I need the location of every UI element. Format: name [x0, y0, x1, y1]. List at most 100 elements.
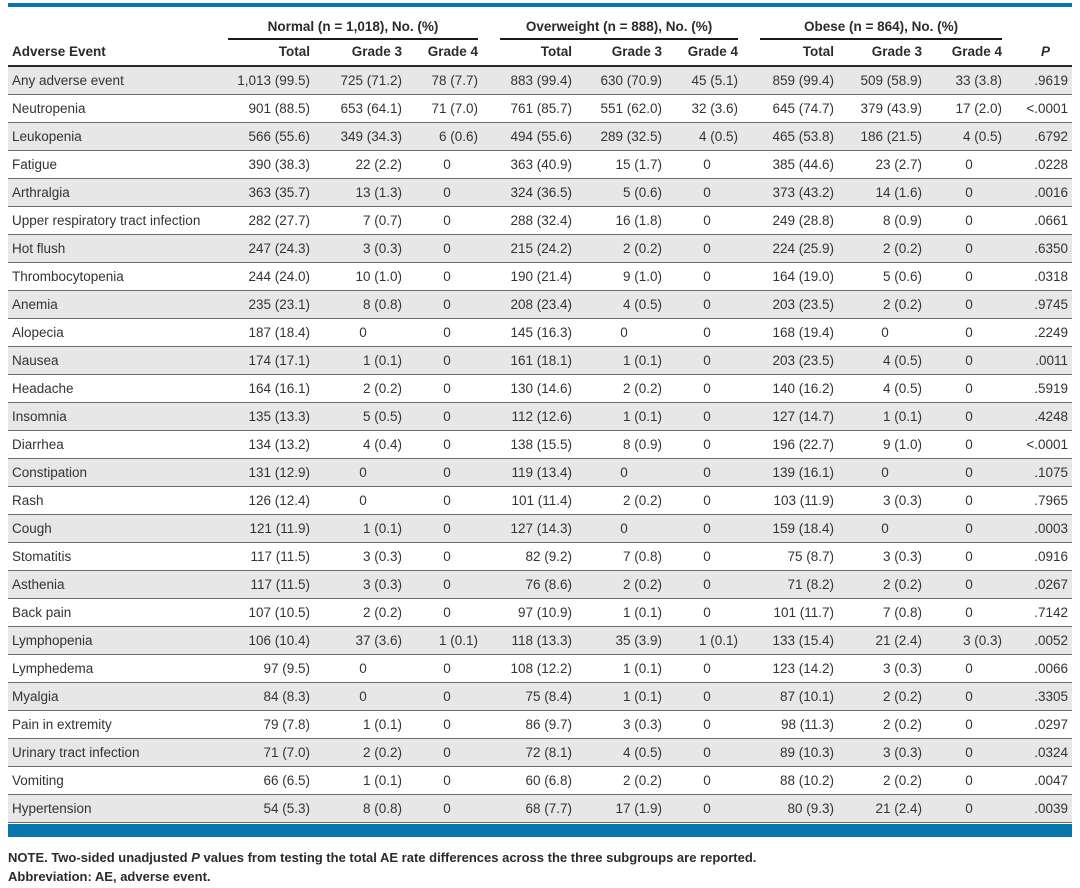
value-cell: 168 (19.4) — [752, 318, 849, 347]
column-header-overweight-grade3: Grade 3 — [586, 40, 677, 67]
value-cell: 10 (1.0) — [324, 262, 416, 291]
event-name: Pain in extremity — [8, 710, 220, 739]
event-name: Nausea — [8, 346, 220, 375]
value-cell: 76 (8.6) — [492, 570, 587, 599]
value-cell: 9 (1.0) — [586, 262, 677, 291]
value-cell: 0 — [416, 430, 493, 459]
value-cell: 0 — [936, 262, 1017, 291]
event-name: Neutropenia — [8, 94, 220, 123]
column-header-overweight-total: Total — [492, 40, 587, 67]
value-cell: 0 — [324, 654, 416, 683]
value-cell: 2 (0.2) — [586, 234, 677, 263]
group-header-p-spacer — [1016, 13, 1072, 40]
group-header-spacer — [8, 13, 220, 40]
value-cell: 3 (0.3) — [936, 626, 1017, 655]
value-cell: 71 (8.2) — [752, 570, 849, 599]
value-cell: 86 (9.7) — [492, 710, 587, 739]
value-cell: 0 — [676, 290, 753, 319]
value-cell: 21 (2.4) — [848, 794, 937, 823]
table-row: Headache 164 (16.1) 2 (0.2) 0 130 (14.6) 2 (… — [8, 374, 1073, 403]
p-value-cell: <.0001 — [1016, 430, 1073, 459]
value-cell: 0 — [416, 206, 493, 235]
p-value-cell: .0267 — [1016, 570, 1073, 599]
column-header-adverse-event: Adverse Event — [8, 40, 220, 67]
group-header-obese-label: Obese (n = 864), No. (%) — [760, 19, 1003, 40]
value-cell: 0 — [586, 514, 677, 543]
value-cell: 645 (74.7) — [752, 94, 849, 123]
value-cell: 1 (0.1) — [586, 346, 677, 375]
value-cell: 3 (0.3) — [848, 486, 937, 515]
value-cell: 0 — [416, 318, 493, 347]
group-header-overweight-label: Overweight (n = 888), No. (%) — [500, 19, 739, 40]
value-cell: 0 — [676, 682, 753, 711]
value-cell: 79 (7.8) — [220, 710, 324, 739]
event-name: Myalgia — [8, 682, 220, 711]
event-name: Constipation — [8, 458, 220, 487]
value-cell: 13 (1.3) — [324, 178, 416, 207]
p-value-cell: .0297 — [1016, 710, 1073, 739]
value-cell: 1 (0.1) — [324, 710, 416, 739]
value-cell: 0 — [416, 150, 493, 179]
table-row: Rash 126 (12.4) 0 0 101 (11.4) 2 (0.2) 0 103 (… — [8, 486, 1073, 515]
value-cell: 0 — [676, 542, 753, 571]
table-row: Constipation 131 (12.9) 0 0 119 (13.4) 0 0 139… — [8, 458, 1073, 487]
value-cell: 7 (0.7) — [324, 206, 416, 235]
table-row: Thrombocytopenia 244 (24.0) 10 (1.0) 0 190 … — [8, 262, 1073, 291]
value-cell: 215 (24.2) — [492, 234, 587, 263]
value-cell: 0 — [676, 514, 753, 543]
value-cell: 7 (0.8) — [848, 598, 937, 627]
p-value-cell: .7142 — [1016, 598, 1073, 627]
value-cell: 0 — [416, 682, 493, 711]
value-cell: 0 — [676, 234, 753, 263]
value-cell: 106 (10.4) — [220, 626, 324, 655]
table-row: Any adverse event 1,013 (99.5) 725 (71.2)… — [8, 66, 1073, 95]
value-cell: 0 — [676, 598, 753, 627]
value-cell: 196 (22.7) — [752, 430, 849, 459]
value-cell: 82 (9.2) — [492, 542, 587, 571]
value-cell: 0 — [848, 514, 937, 543]
column-header-normal-grade4: Grade 4 — [416, 40, 493, 67]
value-cell: 761 (85.7) — [492, 94, 587, 123]
value-cell: 97 (9.5) — [220, 654, 324, 683]
p-value-cell: .9745 — [1016, 290, 1073, 319]
value-cell: 71 (7.0) — [416, 94, 493, 123]
table-row: Upper respiratory tract infection 282 (2… — [8, 206, 1073, 235]
p-value-cell: .0916 — [1016, 542, 1073, 571]
value-cell: 859 (99.4) — [752, 66, 849, 95]
value-cell: 0 — [936, 150, 1017, 179]
value-cell: 0 — [676, 430, 753, 459]
value-cell: 0 — [936, 234, 1017, 263]
event-name: Leukopenia — [8, 122, 220, 151]
value-cell: 0 — [416, 346, 493, 375]
value-cell: 3 (0.3) — [848, 738, 937, 767]
table-row: Vomiting 66 (6.5) 1 (0.1) 0 60 (6.8) 2 (0.2)… — [8, 766, 1073, 795]
value-cell: 249 (28.8) — [752, 206, 849, 235]
p-value-cell: .0052 — [1016, 626, 1073, 655]
value-cell: 0 — [676, 374, 753, 403]
value-cell: 5 (0.6) — [848, 262, 937, 291]
p-value-cell: .9619 — [1016, 66, 1073, 95]
event-name: Urinary tract infection — [8, 738, 220, 767]
p-value-cell: .0016 — [1016, 178, 1073, 207]
value-cell: 138 (15.5) — [492, 430, 587, 459]
table-row: Cough 121 (11.9) 1 (0.1) 0 127 (14.3) 0 0 159 … — [8, 514, 1073, 543]
event-name: Back pain — [8, 598, 220, 627]
value-cell: 3 (0.3) — [848, 542, 937, 571]
value-cell: 0 — [416, 570, 493, 599]
table-row: Asthenia 117 (11.5) 3 (0.3) 0 76 (8.6) 2 (0.… — [8, 570, 1073, 599]
value-cell: 1 (0.1) — [586, 598, 677, 627]
value-cell: 0 — [936, 598, 1017, 627]
table-footnotes: NOTE. Two-sided unadjusted P values from… — [8, 848, 1072, 886]
value-cell: 2 (0.2) — [586, 486, 677, 515]
value-cell: 0 — [676, 486, 753, 515]
event-name: Lymphedema — [8, 654, 220, 683]
value-cell: 0 — [676, 178, 753, 207]
value-cell: 0 — [416, 234, 493, 263]
event-name: Upper respiratory tract infection — [8, 206, 220, 235]
value-cell: 139 (16.1) — [752, 458, 849, 487]
value-cell: 0 — [936, 738, 1017, 767]
value-cell: 97 (10.9) — [492, 598, 587, 627]
p-value-cell: <.0001 — [1016, 94, 1073, 123]
abbreviation-line: Abbreviation: AE, adverse event. — [8, 869, 211, 884]
value-cell: 0 — [676, 766, 753, 795]
